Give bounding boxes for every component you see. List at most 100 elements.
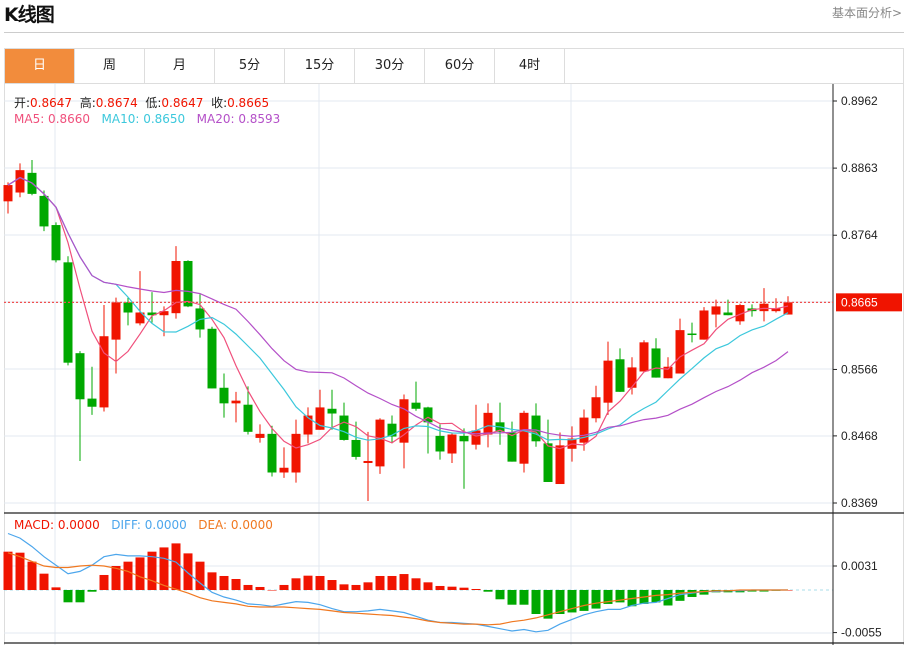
macd-bar xyxy=(255,586,265,590)
macd-bar xyxy=(15,552,25,590)
tab-month[interactable]: 月 xyxy=(145,49,215,83)
macd-bar xyxy=(447,586,457,590)
candle-body xyxy=(15,170,25,193)
macd-bar xyxy=(327,580,337,590)
candle-body xyxy=(663,366,673,379)
macd-bar xyxy=(219,575,229,590)
candle-body xyxy=(711,306,721,315)
current-price-label: 0.8665 xyxy=(841,295,878,309)
ma5-line xyxy=(7,176,789,450)
candle-body xyxy=(231,400,241,404)
macd-bar xyxy=(51,587,61,590)
candle-body xyxy=(483,412,493,435)
macd-legend-value: MACD: 0.0000 xyxy=(14,518,100,532)
candle-body xyxy=(651,348,661,378)
candle-body xyxy=(3,185,13,202)
tab-week[interactable]: 周 xyxy=(75,49,145,83)
macd-bar xyxy=(135,557,145,590)
candle-body xyxy=(279,467,289,473)
macd-bar xyxy=(483,590,493,592)
candle-body xyxy=(423,407,433,423)
tab-4hour[interactable]: 4时 xyxy=(495,49,565,83)
y-tick-label: 0.8369 xyxy=(841,496,878,510)
tab-15min[interactable]: 15分 xyxy=(285,49,355,83)
candle-body xyxy=(327,408,337,414)
macd-bar xyxy=(351,584,361,590)
ohlc-legend: 开:0.8647 高:0.8674 低:0.8647 收:0.8665 xyxy=(14,94,269,111)
candle-body xyxy=(579,417,589,443)
candle-body xyxy=(459,435,469,442)
macd-bar xyxy=(699,590,709,595)
macd-bar xyxy=(303,575,313,590)
macd-bar xyxy=(231,579,241,590)
candle-body xyxy=(783,302,793,315)
chart-area[interactable] xyxy=(4,84,904,645)
candle-body xyxy=(531,415,541,442)
candle-body xyxy=(543,443,553,482)
macd-bar xyxy=(279,584,289,590)
candle-body xyxy=(627,367,637,388)
macd-y-tick-label: -0.0055 xyxy=(841,626,882,640)
candle-body xyxy=(519,412,529,464)
candle-body xyxy=(615,359,625,392)
open-value: 0.8647 xyxy=(30,96,73,110)
candle-body xyxy=(675,330,685,374)
candle-body xyxy=(219,387,229,404)
candle-body xyxy=(111,302,121,340)
ma20-legend: MA20: 0.8593 xyxy=(196,112,281,126)
high-label: 高: xyxy=(79,96,96,110)
macd-bar xyxy=(123,561,133,590)
candle-body xyxy=(447,434,457,454)
candle-body xyxy=(159,311,169,316)
tab-day[interactable]: 日 xyxy=(5,49,75,83)
macd-bar xyxy=(195,561,205,590)
macd-bar xyxy=(183,553,193,590)
tab-60min[interactable]: 60分 xyxy=(425,49,495,83)
macd-bar xyxy=(75,590,85,603)
candle-body xyxy=(63,262,73,363)
macd-bar xyxy=(315,575,325,590)
macd-bar xyxy=(411,578,421,590)
candle-body xyxy=(723,312,733,316)
macd-bar xyxy=(111,566,121,590)
candle-body xyxy=(291,433,301,473)
tab-5min[interactable]: 5分 xyxy=(215,49,285,83)
macd-bar xyxy=(375,575,385,590)
candle-body xyxy=(555,445,565,485)
macd-bar xyxy=(543,590,553,619)
candle-body xyxy=(771,308,781,312)
candle-body xyxy=(639,342,649,372)
y-tick-label: 0.8764 xyxy=(841,228,878,242)
candle-body xyxy=(399,399,409,443)
page-title: K线图 xyxy=(4,4,55,26)
tab-30min[interactable]: 30分 xyxy=(355,49,425,83)
candle-body xyxy=(699,310,709,340)
macd-bar xyxy=(531,590,541,614)
y-tick-label: 0.8468 xyxy=(841,429,878,443)
macd-bar xyxy=(207,572,217,590)
candle-body xyxy=(147,312,157,316)
macd-bar xyxy=(459,587,469,590)
candle-body xyxy=(183,260,193,307)
fundamental-analysis-link[interactable]: 基本面分析> xyxy=(831,6,902,20)
candle-body xyxy=(387,423,397,437)
candle-body xyxy=(99,336,109,408)
macd-bar xyxy=(507,590,517,605)
candle-body xyxy=(87,398,97,407)
macd-bar xyxy=(39,573,49,590)
candle-body xyxy=(603,360,613,403)
candle-body xyxy=(435,435,445,452)
macd-bar xyxy=(747,590,757,592)
diff-legend-value: DIFF: 0.0000 xyxy=(111,518,187,532)
macd-bar xyxy=(663,590,673,606)
candle-body xyxy=(39,195,49,227)
candle-body xyxy=(411,402,421,409)
macd-legend: MACD: 0.0000 DIFF: 0.0000 DEA: 0.0000 xyxy=(14,518,273,532)
high-value: 0.8674 xyxy=(95,96,138,110)
candle-body xyxy=(507,432,517,462)
candle-body xyxy=(315,407,325,430)
macd-bar xyxy=(399,574,409,590)
low-label: 低: xyxy=(145,96,162,110)
candle-body xyxy=(267,433,277,473)
candle-body xyxy=(375,419,385,467)
